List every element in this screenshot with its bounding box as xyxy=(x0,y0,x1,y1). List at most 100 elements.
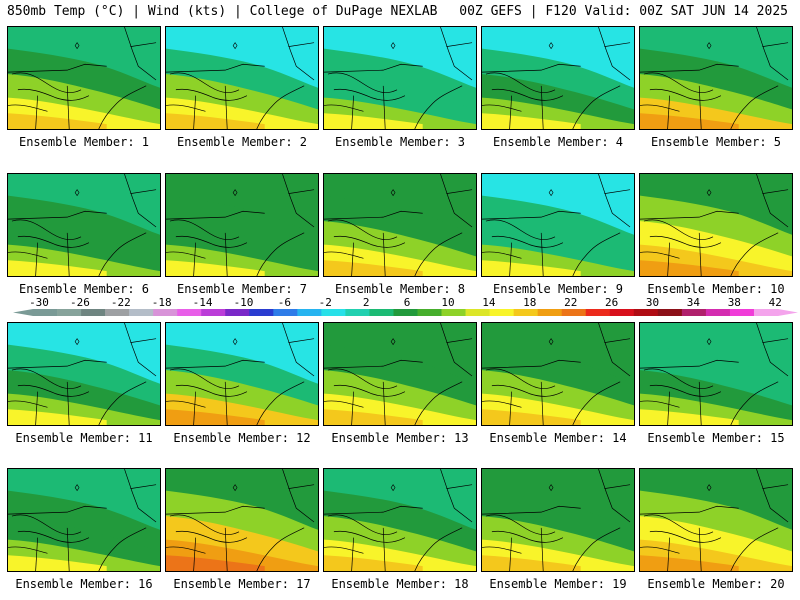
boundary-line xyxy=(667,391,670,425)
temperature-field-map xyxy=(166,323,318,425)
boundary-line xyxy=(540,85,544,129)
colorbar-tick-label: -18 xyxy=(152,296,172,309)
boundary-line xyxy=(324,400,364,408)
boundary-line xyxy=(351,95,354,129)
chart-title-right: 00Z GEFS | F120 Valid: 00Z SAT JUN 14 20… xyxy=(459,4,788,19)
ensemble-map-panel xyxy=(7,26,161,130)
colorbar-left-arrow xyxy=(13,309,33,316)
station-marker xyxy=(548,484,554,492)
boundary-line xyxy=(440,27,473,81)
boundary-line xyxy=(482,505,581,515)
boundary-line xyxy=(598,469,631,523)
colorbar-segment xyxy=(417,309,442,316)
boundary-line xyxy=(756,174,789,228)
boundary-line xyxy=(598,323,631,377)
boundary-line xyxy=(256,381,305,425)
boundary-line xyxy=(130,338,157,343)
boundary-line xyxy=(485,219,556,240)
temperature-band xyxy=(166,113,265,129)
boundary-line xyxy=(166,400,206,408)
boundary-line xyxy=(324,505,423,515)
colorbar-segment xyxy=(753,309,779,316)
boundary-line xyxy=(11,514,82,535)
boundary-line xyxy=(166,210,265,220)
boundary-line xyxy=(8,505,107,515)
station-marker xyxy=(74,189,80,197)
boundary-line xyxy=(324,359,423,369)
boundary-line xyxy=(762,484,789,489)
temperature-band xyxy=(640,555,739,571)
boundary-line xyxy=(324,104,364,112)
boundary-line xyxy=(667,95,670,129)
colorbar-tick-label: 38 xyxy=(728,296,741,309)
boundary-line xyxy=(485,72,556,93)
temperature-band xyxy=(482,555,581,571)
ensemble-map-panel xyxy=(323,322,477,426)
boundary-line xyxy=(509,95,512,129)
boundary-line xyxy=(282,323,315,377)
ensemble-map-panel xyxy=(165,26,319,130)
chart-title-left: 850mb Temp (°C) | Wind (kts) | College o… xyxy=(7,4,438,19)
ensemble-member-caption: Ensemble Member: 16 xyxy=(15,577,153,591)
temperature-field-map xyxy=(324,27,476,129)
colorbar-segment xyxy=(153,309,178,316)
temperature-field-map xyxy=(166,174,318,276)
station-marker xyxy=(232,338,238,346)
boundary-line xyxy=(124,469,157,523)
boundary-line xyxy=(482,400,522,408)
boundary-line xyxy=(35,391,38,425)
ensemble-member-caption: Ensemble Member: 14 xyxy=(489,431,627,445)
station-marker xyxy=(390,42,396,50)
boundary-line xyxy=(11,219,82,240)
boundary-line xyxy=(256,85,305,129)
ensemble-member-caption: Ensemble Member: 8 xyxy=(334,282,466,296)
station-marker xyxy=(706,42,712,50)
boundary-line xyxy=(17,88,90,101)
colorbar-segment xyxy=(537,309,563,316)
colorbar-segment xyxy=(201,309,226,316)
boundary-line xyxy=(491,235,564,248)
ensemble-member-caption: Ensemble Member: 11 xyxy=(15,431,153,445)
ensemble-member-caption: Ensemble Member: 4 xyxy=(492,135,624,149)
colorbar-tick-label: -22 xyxy=(111,296,131,309)
boundary-line xyxy=(11,72,82,93)
boundary-line xyxy=(414,232,463,276)
boundary-line xyxy=(288,42,315,47)
ensemble-map-panel xyxy=(481,26,635,130)
boundary-line xyxy=(193,537,196,571)
colorbar-tick-label: -26 xyxy=(70,296,90,309)
boundary-line xyxy=(414,527,463,571)
boundary-line xyxy=(130,484,157,489)
boundary-line xyxy=(166,104,206,112)
boundary-line xyxy=(440,323,473,377)
boundary-line xyxy=(491,384,564,397)
boundary-line xyxy=(509,537,512,571)
boundary-line xyxy=(327,72,398,93)
ensemble-member-caption: Ensemble Member: 5 xyxy=(650,135,782,149)
boundary-line xyxy=(17,235,90,248)
temperature-field-map xyxy=(482,174,634,276)
temperature-band xyxy=(640,409,739,425)
boundary-line xyxy=(382,85,386,129)
boundary-line xyxy=(482,546,522,554)
boundary-line xyxy=(446,338,473,343)
boundary-line xyxy=(8,251,48,259)
boundary-line xyxy=(485,514,556,535)
temperature-field-map xyxy=(8,323,160,425)
colorbar-segment xyxy=(225,309,250,316)
boundary-line xyxy=(482,210,581,220)
colorbar-tick-label: 42 xyxy=(769,296,782,309)
temperature-field-map xyxy=(166,469,318,571)
temperature-field-map xyxy=(8,174,160,276)
ensemble-member-caption: Ensemble Member: 9 xyxy=(492,282,624,296)
colorbar-tick-label: 26 xyxy=(605,296,618,309)
colorbar-segment xyxy=(609,309,635,316)
temperature-field-map xyxy=(640,469,792,571)
boundary-line xyxy=(324,210,423,220)
colorbar-segment xyxy=(321,309,346,316)
station-marker xyxy=(390,484,396,492)
station-marker xyxy=(232,189,238,197)
boundary-line xyxy=(756,27,789,81)
temperature-band xyxy=(640,260,739,276)
boundary-line xyxy=(193,391,196,425)
